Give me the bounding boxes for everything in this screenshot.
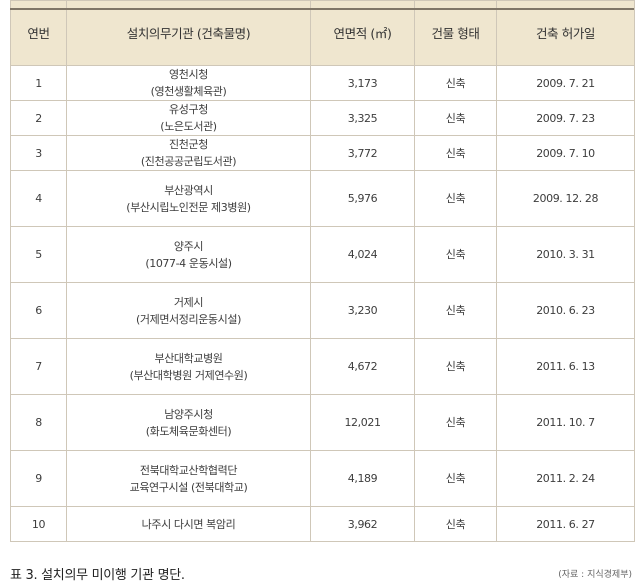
cell-type: 신축 — [414, 65, 497, 101]
institution-name: 유성구청 — [169, 103, 208, 116]
table-row: 3 진천군청 (진천공공군립도서관) 3,772 신축 2009. 7. 10 — [10, 135, 635, 171]
header-institution-line1: 설치의무기관 — [126, 25, 194, 41]
building-name: (1077-4 운동시설) — [145, 256, 232, 270]
cell-area: 3,325 — [310, 100, 415, 136]
header-institution-line2: (건축물명) — [196, 25, 251, 41]
cell-no: 2 — [10, 100, 67, 136]
cell-area: 4,672 — [310, 338, 415, 395]
cell-date: 2011. 6. 27 — [496, 506, 635, 542]
cell-institution: 부산광역시 (부산시립노인전문 제3병원) — [66, 170, 311, 227]
header-no: 연번 — [10, 0, 67, 66]
cell-area: 3,962 — [310, 506, 415, 542]
cell-date: 2011. 2. 24 — [496, 450, 635, 507]
institution-table-container: 연번 설치의무기관 (건축물명) 연면적 (㎡) 건물 형태 건축 허가일 — [10, 0, 635, 542]
cell-type: 신축 — [414, 170, 497, 227]
institution-name: 남양주시청 — [164, 407, 213, 421]
cell-institution: 양주시 (1077-4 운동시설) — [66, 226, 311, 283]
institution-name: 부산광역시 — [164, 183, 213, 197]
header-area-line2: (㎡) — [370, 25, 392, 41]
institution-name: 영천시청 — [169, 68, 208, 81]
cell-institution: 나주시 다시면 복암리 — [66, 506, 311, 542]
table-row: 10 나주시 다시면 복암리 3,962 신축 2011. 6. 27 — [10, 506, 635, 542]
institution-name: 거제시 — [173, 295, 204, 309]
cell-no: 4 — [10, 170, 67, 227]
table-header-row: 연번 설치의무기관 (건축물명) 연면적 (㎡) 건물 형태 건축 허가일 — [10, 0, 635, 66]
cell-area: 3,173 — [310, 65, 415, 101]
building-name: (부산시립노인전문 제3병원) — [126, 200, 251, 214]
header-area-line1: 연면적 — [333, 25, 368, 41]
cell-no: 7 — [10, 338, 67, 395]
cell-date: 2009. 7. 21 — [496, 65, 635, 101]
cell-type: 신축 — [414, 394, 497, 451]
cell-area: 5,976 — [310, 170, 415, 227]
institution-table: 연번 설치의무기관 (건축물명) 연면적 (㎡) 건물 형태 건축 허가일 — [10, 0, 635, 542]
cell-date: 2011. 10. 7 — [496, 394, 635, 451]
header-type: 건물 형태 — [414, 0, 497, 66]
cell-institution: 거제시 (거제면서정리운동시설) — [66, 282, 311, 339]
cell-type: 신축 — [414, 100, 497, 136]
table-top-rule — [10, 8, 634, 10]
table-row: 5 양주시 (1077-4 운동시설) 4,024 신축 2010. 3. 31 — [10, 226, 635, 283]
header-area: 연면적 (㎡) — [310, 0, 415, 66]
cell-no: 1 — [10, 65, 67, 101]
building-name: (진천공공군립도서관) — [140, 155, 237, 168]
cell-area: 4,189 — [310, 450, 415, 507]
building-name: (영천생활체육관) — [150, 85, 227, 98]
cell-area: 3,772 — [310, 135, 415, 171]
cell-area: 3,230 — [310, 282, 415, 339]
table-row: 6 거제시 (거제면서정리운동시설) 3,230 신축 2010. 6. 23 — [10, 282, 635, 339]
cell-institution: 남양주시청 (화도체육문화센터) — [66, 394, 311, 451]
header-date-line1: 건축 — [535, 25, 559, 41]
institution-name: 나주시 다시면 복암리 — [141, 517, 236, 531]
cell-institution: 부산대학교병원 (부산대학병원 거제연수원) — [66, 338, 311, 395]
header-date: 건축 허가일 — [496, 0, 635, 66]
cell-institution: 영천시청 (영천생활체육관) — [66, 65, 311, 101]
header-type-line1: 건물 — [431, 25, 455, 41]
institution-name: 부산대학교병원 — [154, 351, 223, 365]
cell-institution: 진천군청 (진천공공군립도서관) — [66, 135, 311, 171]
header-institution: 설치의무기관 (건축물명) — [66, 0, 311, 66]
header-date-line2: 허가일 — [561, 25, 596, 41]
cell-date: 2009. 7. 10 — [496, 135, 635, 171]
cell-date: 2009. 12. 28 — [496, 170, 635, 227]
table-row: 2 유성구청 (노은도서관) 3,325 신축 2009. 7. 23 — [10, 100, 635, 136]
cell-date: 2010. 3. 31 — [496, 226, 635, 283]
building-name: 교육연구시설 (전북대학교) — [129, 480, 248, 494]
institution-name: 진천군청 — [169, 138, 208, 151]
cell-no: 9 — [10, 450, 67, 507]
institution-name: 전북대학교산학협력단 — [139, 463, 238, 477]
cell-no: 5 — [10, 226, 67, 283]
cell-type: 신축 — [414, 135, 497, 171]
cell-no: 3 — [10, 135, 67, 171]
cell-type: 신축 — [414, 338, 497, 395]
cell-date: 2011. 6. 13 — [496, 338, 635, 395]
cell-date: 2009. 7. 23 — [496, 100, 635, 136]
header-type-line2: 형태 — [457, 25, 480, 41]
cell-type: 신축 — [414, 226, 497, 283]
cell-area: 4,024 — [310, 226, 415, 283]
cell-area: 12,021 — [310, 394, 415, 451]
cell-institution: 유성구청 (노은도서관) — [66, 100, 311, 136]
cell-no: 8 — [10, 394, 67, 451]
cell-type: 신축 — [414, 450, 497, 507]
building-name: (거제면서정리운동시설) — [136, 312, 241, 326]
building-name: (노은도서관) — [160, 120, 217, 133]
building-name: (부산대학병원 거제연수원) — [129, 368, 248, 382]
table-caption: 표 3. 설치의무 미이행 기관 명단. — [10, 568, 185, 583]
table-footer: 표 3. 설치의무 미이행 기관 명단. (자료 : 지식경제부) — [10, 562, 634, 584]
cell-no: 10 — [10, 506, 67, 542]
source-note: (자료 : 지식경제부) — [558, 570, 632, 580]
table-row: 1 영천시청 (영천생활체육관) 3,173 신축 2009. 7. 21 — [10, 65, 635, 101]
cell-no: 6 — [10, 282, 67, 339]
cell-date: 2010. 6. 23 — [496, 282, 635, 339]
table-row: 4 부산광역시 (부산시립노인전문 제3병원) 5,976 신축 2009. 12… — [10, 170, 635, 227]
table-row: 7 부산대학교병원 (부산대학병원 거제연수원) 4,672 신축 2011. 6… — [10, 338, 635, 395]
cell-type: 신축 — [414, 506, 497, 542]
building-name: (화도체육문화센터) — [145, 424, 232, 438]
cell-type: 신축 — [414, 282, 497, 339]
table-row: 8 남양주시청 (화도체육문화센터) 12,021 신축 2011. 10. 7 — [10, 394, 635, 451]
institution-name: 양주시 — [173, 239, 204, 253]
